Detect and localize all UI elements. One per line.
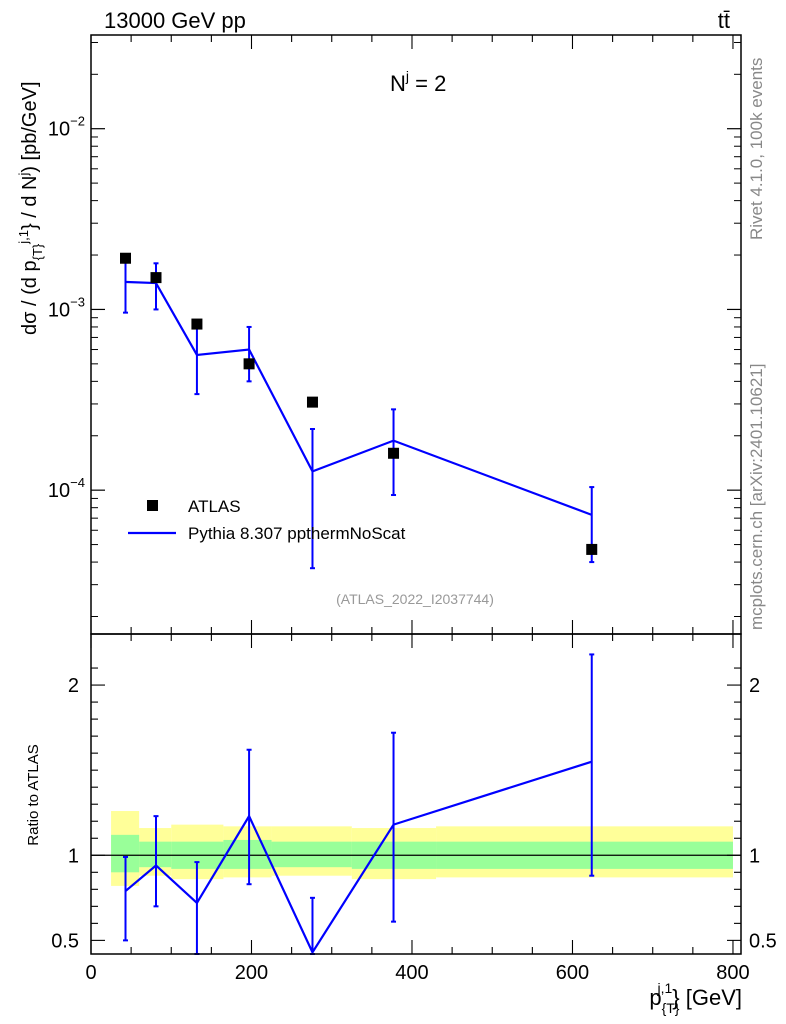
mc-error-bars: [123, 257, 595, 570]
legend-marker-atlas: [147, 500, 158, 511]
x-tick-label: 800: [716, 962, 749, 984]
ratio-line: [124, 760, 593, 955]
atlas-data-point: [150, 272, 162, 284]
atlas-data-point: [306, 396, 318, 408]
ratio-y-tick-label: 0.5: [51, 930, 79, 952]
source-label: mcplots.cern.ch [arXiv:2401.10621]: [747, 364, 766, 630]
stat-uncertainty-band: [271, 841, 352, 868]
ratio-frame: [90, 633, 742, 955]
ratio-x-ticks: 0 200 400 600 800: [85, 634, 750, 984]
atlas-data-point: [243, 358, 255, 370]
main-y-axis-label: dσ / (d p{T}j,1} / d Nj) [pb/GeV]: [16, 82, 45, 336]
rivet-label: Rivet 4.1.0, 100k events: [747, 58, 766, 240]
analysis-watermark: (ATLAS_2022_I2037744): [336, 591, 494, 607]
x-tick-label: 0: [85, 962, 96, 984]
legend-label-mc: Pythia 8.307 ppthermNoScat: [188, 524, 406, 543]
main-x-ticks: [90, 35, 734, 634]
main-frame: [90, 34, 742, 635]
ratio-bands: [111, 811, 733, 886]
ratio-y-tick-label-right: 0.5: [749, 930, 777, 952]
ratio-y-axis-label: Ratio to ATLAS: [25, 744, 42, 845]
ratio-y-tick-label: 2: [68, 675, 79, 697]
main-y-tick-label: 10−4: [48, 475, 85, 502]
x-tick-label: 600: [556, 962, 589, 984]
atlas-data-point: [191, 318, 203, 330]
energy-label: 13000 GeV pp: [104, 8, 246, 33]
stat-uncertainty-band: [223, 839, 272, 869]
main-y-tick-label: 10−2: [48, 114, 85, 141]
panel-title: Nj = 2: [390, 68, 446, 96]
x-axis-label: p{T}j,1} [GeV]: [649, 980, 742, 1016]
ratio-y-tick-label-right: 1: [749, 845, 760, 867]
main-panel: 10−4 10−3 10−2 Nj = 2 (ATLAS_2022_I2037744…: [16, 34, 742, 635]
process-label: tt̄: [718, 8, 730, 33]
main-y-tick-label: 10−3: [48, 294, 85, 321]
atlas-data-point: [586, 543, 598, 555]
ratio-y-ticks: 0.5 0.5 1 1 2 2: [51, 667, 777, 952]
ratio-y-tick-label-right: 2: [749, 675, 760, 697]
ratio-panel: 0.5 0.51 12 2 0 200 400 600 800 Ratio to ATLAS …: [25, 633, 777, 1016]
x-tick-label: 400: [395, 962, 428, 984]
legend-label-atlas: ATLAS: [188, 497, 241, 516]
data-points: [120, 252, 598, 555]
atlas-data-point: [388, 447, 400, 459]
mc-line: [125, 280, 593, 516]
ratio-error-bars: [123, 653, 595, 955]
ratio-y-tick-label: 1: [68, 845, 79, 867]
main-y-ticks: 10−4 10−3 10−2: [48, 41, 741, 617]
legend: ATLAS Pythia 8.307 ppthermNoScat: [128, 497, 406, 543]
x-tick-label: 200: [235, 962, 268, 984]
atlas-data-point: [120, 252, 132, 264]
